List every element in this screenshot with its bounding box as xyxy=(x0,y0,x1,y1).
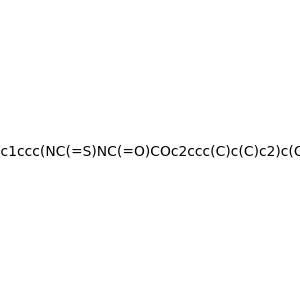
Text: CCc1ccc(NC(=S)NC(=O)COc2ccc(C)c(C)c2)c(O)c1: CCc1ccc(NC(=S)NC(=O)COc2ccc(C)c(C)c2)c(O… xyxy=(0,145,300,158)
